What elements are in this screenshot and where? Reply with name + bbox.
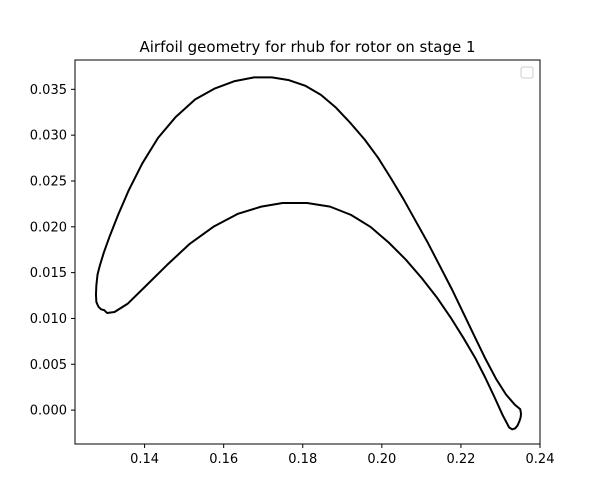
x-tick-label: 0.24 [526,452,555,467]
legend-box [520,66,534,79]
airfoil-series-line-0 [94,76,523,431]
x-tick-label: 0.20 [367,452,396,467]
y-tick-label: 0.010 [30,312,67,327]
y-tick-label: 0.005 [30,358,67,373]
y-tick-label: 0.000 [30,404,67,419]
chart-title: Airfoil geometry for rhub for rotor on s… [139,38,475,56]
x-axis: 0.14 0.16 0.18 0.20 0.22 0.24 [130,444,554,467]
y-axis: 0.000 0.005 0.010 0.015 0.020 0.025 0.030 0.035 [30,83,75,419]
y-tick-label: 0.020 [30,220,67,235]
y-tick-label: 0.025 [30,174,67,189]
y-tick-label: 0.030 [30,129,67,144]
x-tick-label: 0.16 [209,452,238,467]
plot-area [94,76,523,431]
axes-frame [74,59,541,445]
x-tick-label: 0.22 [446,452,475,467]
y-tick-label: 0.035 [30,83,67,98]
y-tick-label: 0.015 [30,266,67,281]
x-tick-label: 0.14 [130,452,159,467]
x-tick-label: 0.18 [288,452,317,467]
